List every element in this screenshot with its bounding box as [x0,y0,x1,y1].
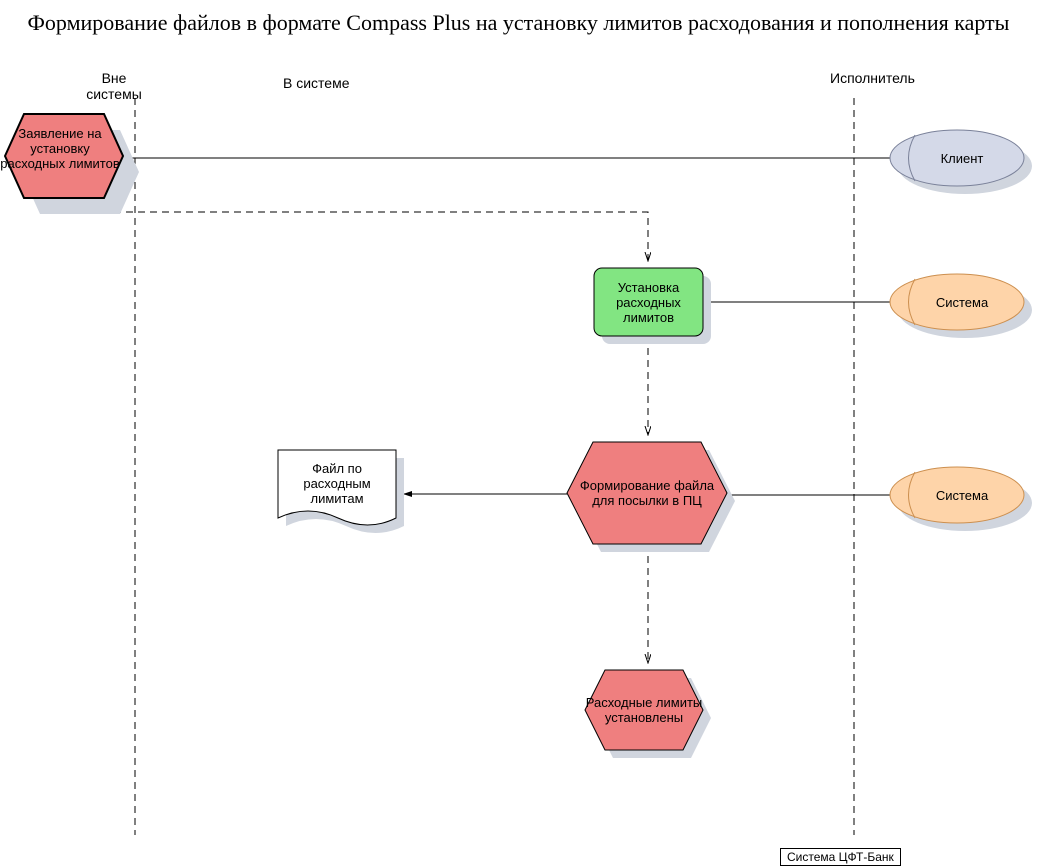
footer-system-label: Система ЦФТ-Банк [780,848,901,866]
diagram-svg [0,0,1037,867]
